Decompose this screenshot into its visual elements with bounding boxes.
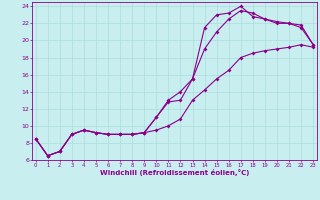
X-axis label: Windchill (Refroidissement éolien,°C): Windchill (Refroidissement éolien,°C) [100, 169, 249, 176]
